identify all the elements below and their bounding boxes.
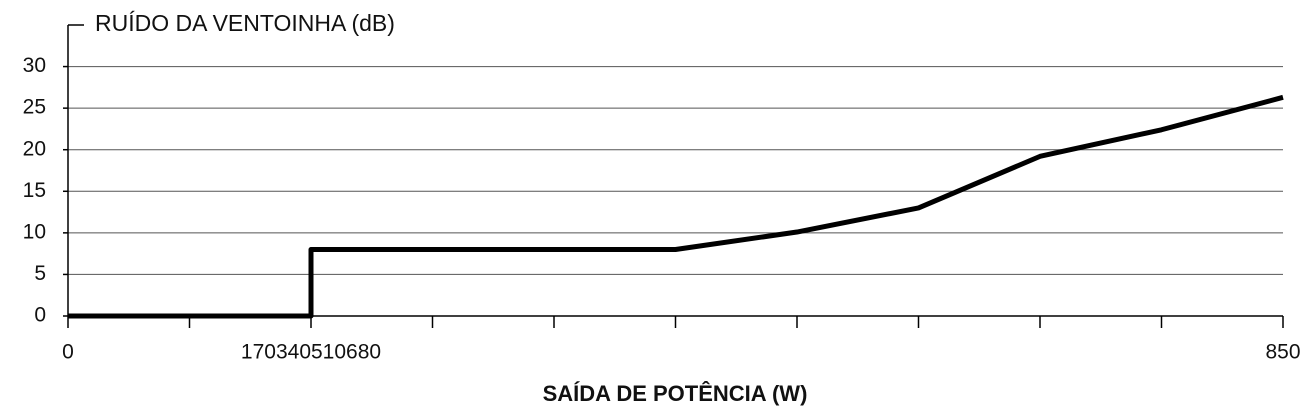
y-tick-label: 30 [23, 54, 46, 77]
y-tick-label: 25 [23, 96, 46, 119]
data-line [68, 94, 1284, 319]
x-tick-label: 170340510680 [241, 341, 381, 364]
y-tick-label: 10 [23, 220, 46, 243]
x-tick-label: 0 [62, 341, 74, 364]
chart-title: RUÍDO DA VENTOINHA (dB) [95, 10, 395, 36]
x-tick-label: 850 [1265, 341, 1300, 364]
y-tick-label: 20 [23, 137, 46, 160]
x-axis-label: SAÍDA DE POTÊNCIA (W) [543, 381, 808, 406]
y-tick-label: 15 [23, 179, 46, 202]
y-tick-label: 5 [34, 262, 46, 285]
y-tick-label: 0 [34, 304, 46, 327]
